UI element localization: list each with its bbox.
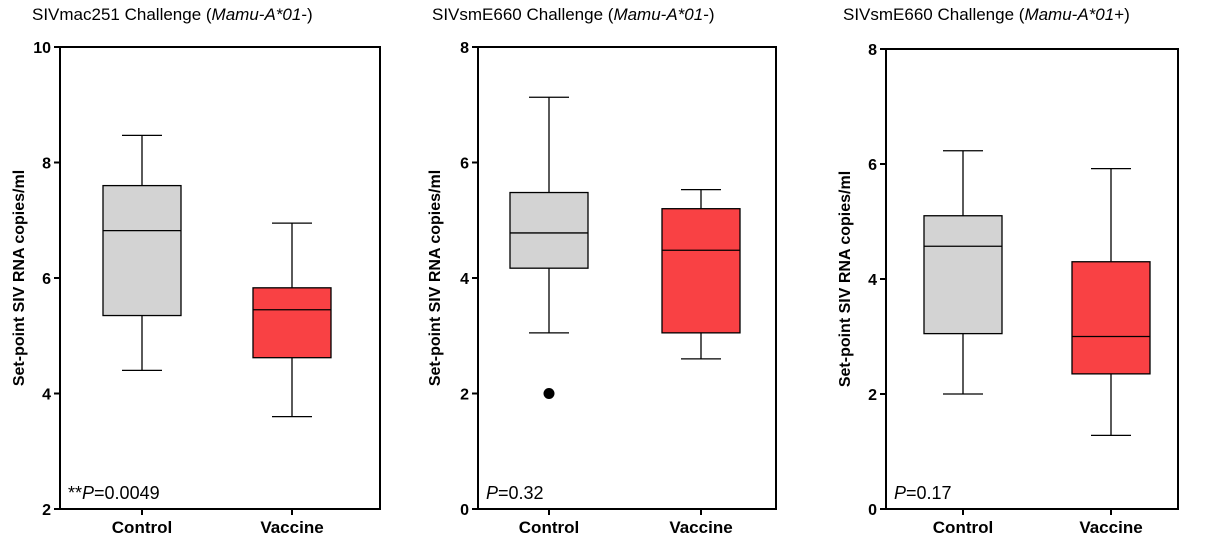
- box-plot-3: 0 2 4 6 8 Set-point SIV RNA copies/ml Control V…: [837, 42, 1179, 537]
- x-tick-label: Vaccine: [260, 518, 323, 537]
- iqr-box: [661, 208, 741, 334]
- y-tick-label: 8: [868, 42, 877, 59]
- title-main: SIVsmE660 Challenge (: [432, 5, 614, 24]
- y-tick-label: 4: [868, 272, 877, 289]
- p-value-annotation: P=0.17: [894, 483, 952, 503]
- p-symbol: P: [486, 483, 498, 503]
- outlier-point: [543, 388, 555, 399]
- y-tick-label: 0: [460, 502, 469, 519]
- y-tick-label: 10: [33, 40, 51, 57]
- x-tick-label: Control: [112, 518, 172, 537]
- y-tick-label: 6: [460, 156, 469, 173]
- title-end: +): [1114, 5, 1130, 24]
- iqr-box: [923, 215, 1003, 335]
- y-tick-label: 8: [460, 40, 469, 57]
- chart-title: SIVsmE660 Challenge (Mamu-A*01+): [843, 5, 1130, 25]
- title-italic: Mamu-A*01: [1024, 5, 1115, 24]
- y-tick-label: 6: [868, 157, 877, 174]
- y-tick-label: 6: [42, 271, 51, 288]
- iqr-box: [102, 184, 182, 317]
- y-tick-label: 2: [868, 387, 877, 404]
- y-tick-label: 0: [868, 502, 877, 519]
- title-italic: Mamu-A*01: [613, 5, 704, 24]
- title-main: SIVsmE660 Challenge (: [843, 5, 1025, 24]
- title-end: -): [703, 5, 715, 24]
- y-tick-label: 8: [42, 156, 51, 173]
- y-tick-label: 4: [460, 271, 469, 288]
- chart-panel-3: SIVsmE660 Challenge (Mamu-A*01+) 0 2 4 6 8 Se…: [808, 0, 1212, 540]
- y-tick-label: 2: [42, 502, 51, 519]
- y-tick-label: 2: [460, 387, 469, 404]
- p-symbol: P: [894, 483, 906, 503]
- title-italic: Mamu-A*01: [211, 5, 302, 24]
- p-symbol: P: [82, 483, 94, 503]
- significance-stars: **: [68, 483, 82, 503]
- p-value-annotation: P=0.32: [486, 483, 544, 503]
- box-plot-2: 0 2 4 6 8 Set-point SIV RNA copies/ml Control V…: [427, 40, 777, 537]
- x-tick-label: Control: [519, 518, 579, 537]
- chart-panel-2: SIVsmE660 Challenge (Mamu-A*01-) 0 2 4 6 8 Se…: [404, 0, 808, 540]
- y-tick-label: 4: [42, 387, 51, 404]
- p-value: =0.32: [498, 483, 544, 503]
- p-value-annotation: **P=0.0049: [68, 483, 160, 503]
- chart-panel-1: SIVmac251 Challenge (Mamu-A*01-) 2 4 6 8 10 S…: [0, 0, 404, 540]
- chart-title: SIVmac251 Challenge (Mamu-A*01-): [32, 5, 313, 25]
- y-axis-label: Set-point SIV RNA copies/ml: [837, 171, 854, 387]
- y-axis-label: Set-point SIV RNA copies/ml: [427, 170, 444, 386]
- title-main: SIVmac251 Challenge (: [32, 5, 212, 24]
- p-value: =0.17: [906, 483, 952, 503]
- chart-title: SIVsmE660 Challenge (Mamu-A*01-): [432, 5, 715, 25]
- box-plot-1: 2 4 6 8 10 Set-point SIV RNA copies/ml Control…: [11, 40, 381, 537]
- iqr-box: [509, 191, 589, 269]
- iqr-box: [1071, 261, 1151, 375]
- x-tick-label: Vaccine: [1079, 518, 1142, 537]
- x-tick-label: Control: [933, 518, 993, 537]
- title-end: -): [301, 5, 313, 24]
- iqr-box: [252, 287, 332, 359]
- x-tick-label: Vaccine: [669, 518, 732, 537]
- y-axis-label: Set-point SIV RNA copies/ml: [11, 170, 28, 386]
- p-value: =0.0049: [94, 483, 160, 503]
